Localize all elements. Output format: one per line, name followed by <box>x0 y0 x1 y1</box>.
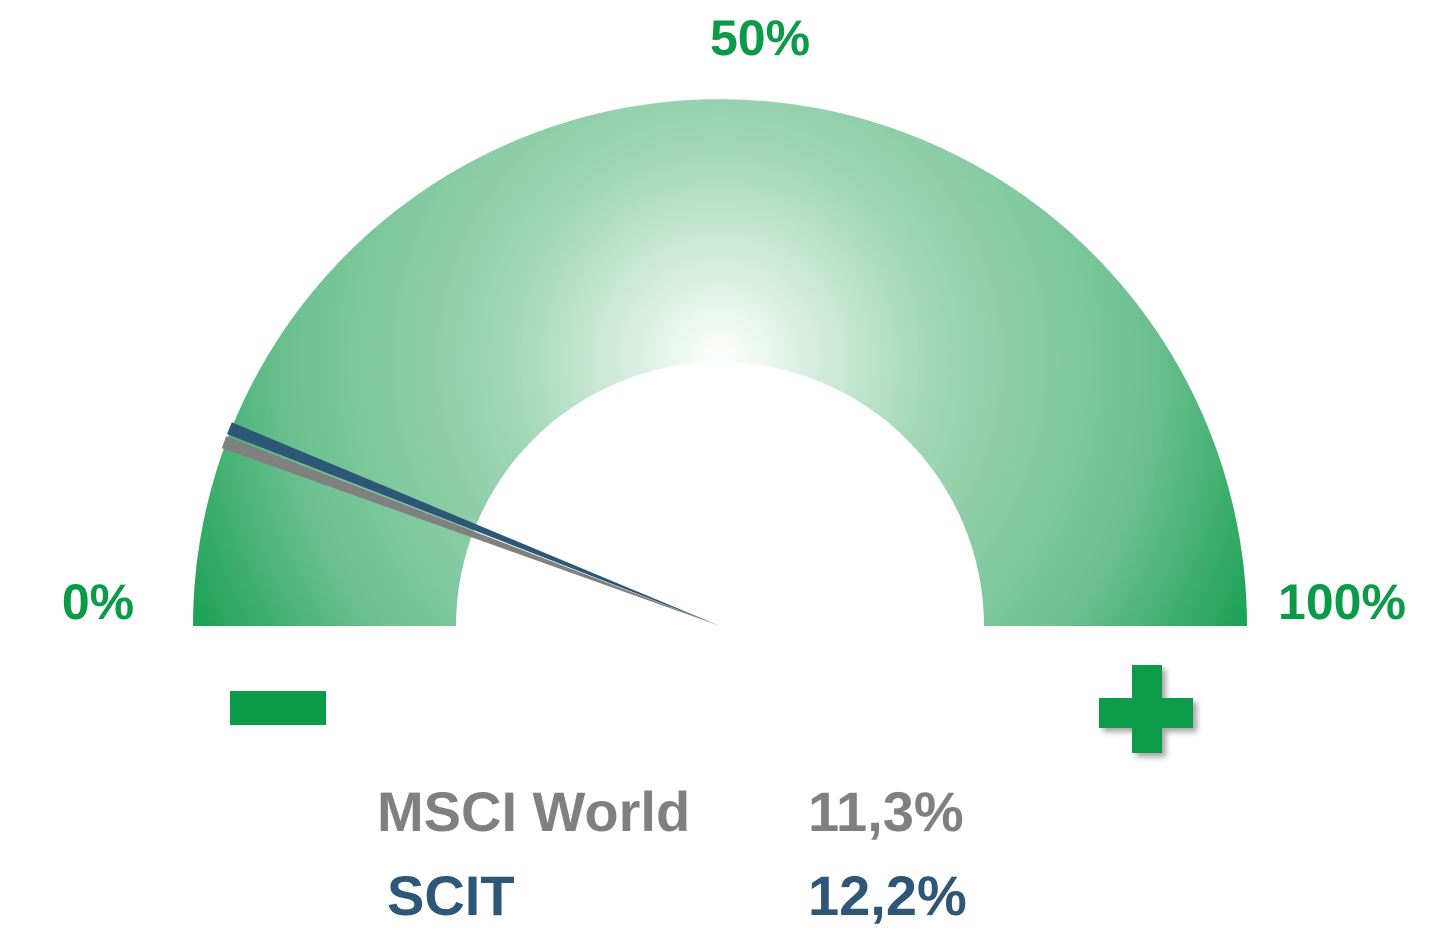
tick-label: 50% <box>710 10 810 66</box>
gauge-band <box>193 99 1247 627</box>
legend-name: SCIT <box>387 864 515 927</box>
legend-name: MSCI World <box>377 780 690 843</box>
minus-sign <box>230 691 326 725</box>
plus-sign <box>1099 665 1193 753</box>
needle <box>227 422 720 626</box>
tick-label: 100% <box>1278 574 1406 630</box>
gauge: 0% 50% 100% <box>62 10 1406 630</box>
value-label: 11,3% <box>808 780 964 843</box>
value-label: 12,2% <box>808 864 967 927</box>
needle <box>221 436 720 626</box>
tick-label: 0% <box>62 574 134 630</box>
